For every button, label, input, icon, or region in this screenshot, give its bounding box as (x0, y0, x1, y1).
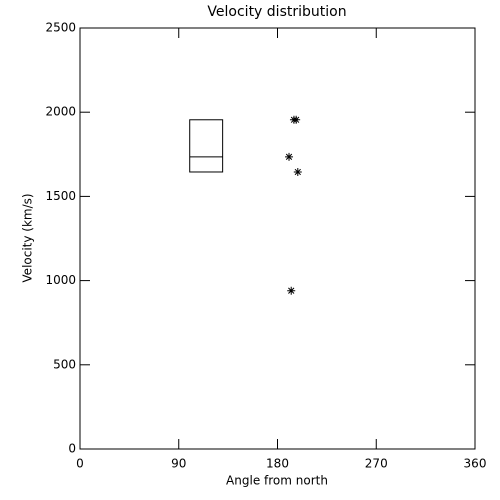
y-axis-label: Velocity (km/s) (21, 193, 35, 282)
plot-frame (79, 27, 476, 450)
x-tick-label: 0 (76, 457, 84, 471)
point (292, 115, 301, 124)
x-tick-label: 360 (464, 457, 487, 471)
y-tick-label: 0 (68, 442, 76, 456)
point (285, 152, 294, 161)
chart-title: Velocity distribution (207, 4, 346, 20)
x-axis-label: Angle from north (226, 474, 328, 488)
x-tick-label: 90 (171, 457, 186, 471)
x-tick-label: 180 (266, 457, 289, 471)
y-tick-label: 500 (53, 357, 76, 371)
y-tick-label: 2000 (45, 105, 76, 119)
y-tick-label: 1000 (45, 273, 76, 287)
y-tick-label: 1500 (45, 189, 76, 203)
point (287, 286, 296, 295)
box (189, 119, 224, 173)
y-tick-label: 2500 (45, 21, 76, 35)
x-tick-label: 270 (365, 457, 388, 471)
point (293, 167, 302, 176)
